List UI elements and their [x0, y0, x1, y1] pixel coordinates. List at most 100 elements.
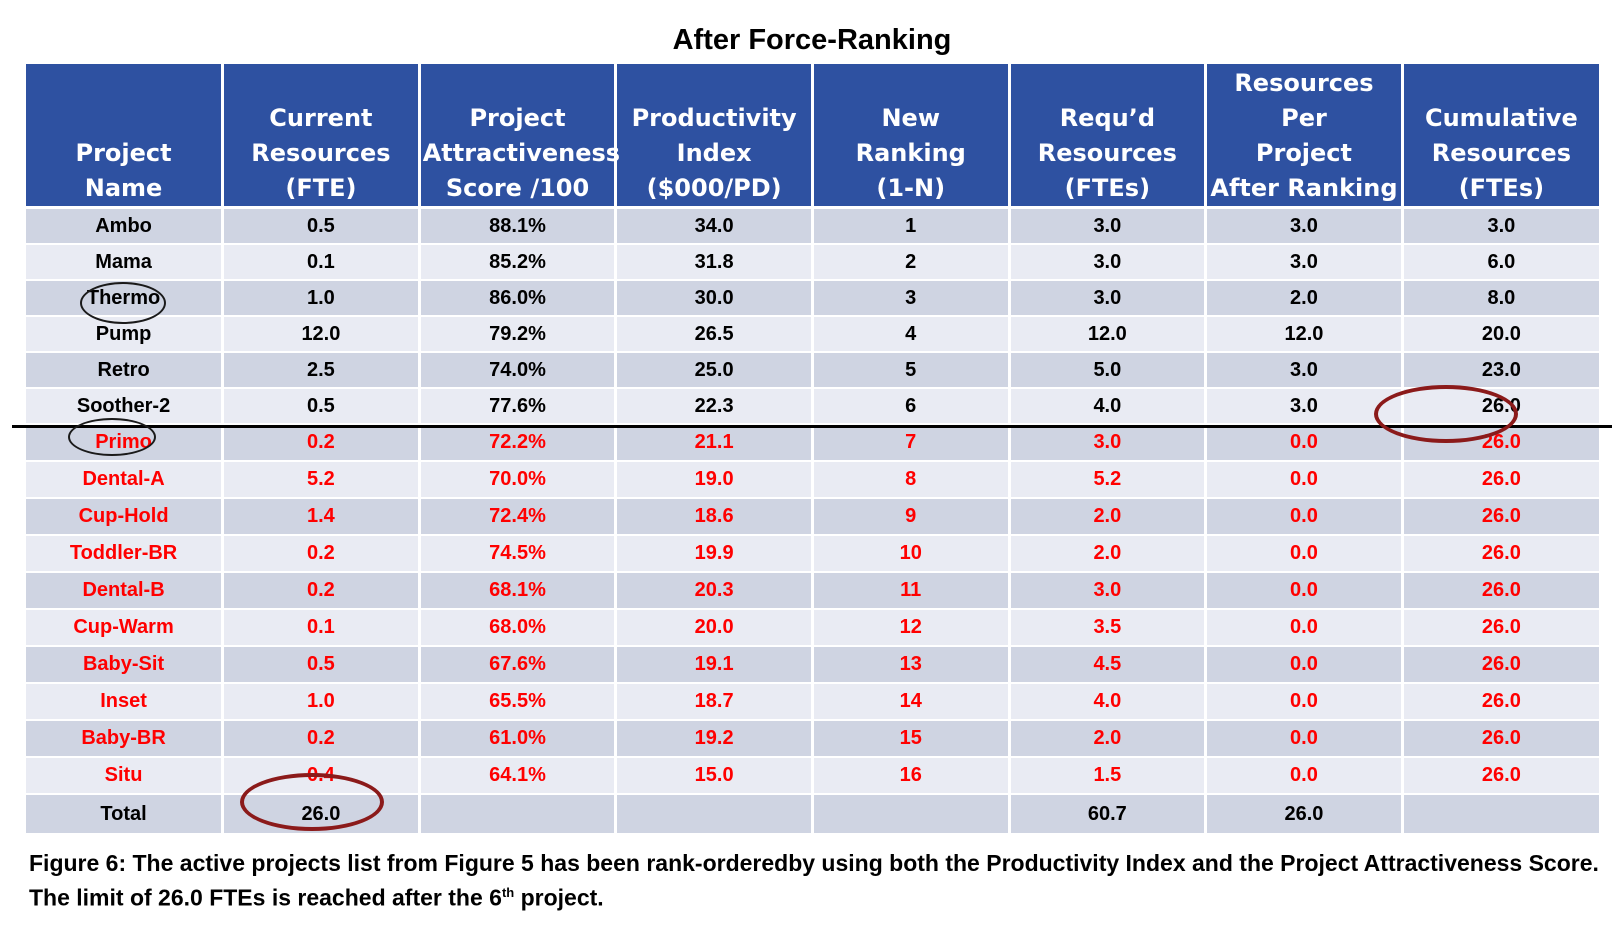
header-attractiveness: Project Attractiveness Score /100 — [417, 64, 620, 209]
cell-per-project: 0.0 — [1204, 423, 1403, 461]
cell-cumulative: 23.0 — [1400, 351, 1599, 388]
cell-cumulative: 26.0 — [1400, 497, 1599, 535]
cell-cumulative: 26.0 — [1400, 460, 1599, 498]
cell-attractiveness: 61.0% — [417, 719, 616, 757]
cell-current: 0.5 — [221, 206, 420, 244]
cell-attractiveness: 70.0% — [417, 460, 616, 498]
cell-required: 2.0 — [1007, 534, 1206, 572]
cell-required: 3.0 — [1007, 243, 1206, 280]
cell-required: 2.0 — [1007, 719, 1206, 757]
cell-project: Toddler-BR — [26, 534, 223, 572]
cell-cumulative: 26.0 — [1400, 534, 1599, 572]
cell-required: 3.0 — [1007, 423, 1206, 461]
cell-cumulative: 26.0 — [1400, 608, 1599, 646]
cell-per-project: 0.0 — [1204, 756, 1403, 794]
cell-project: Dental-B — [26, 571, 223, 609]
cell-cumulative — [1400, 793, 1599, 833]
table-row: Dental-B 0.2 68.1% 20.3 11 3.0 0.0 26.0 — [26, 571, 1599, 609]
primo-circle — [68, 418, 156, 456]
cell-ranking: 2 — [810, 243, 1010, 280]
table-row: Toddler-BR 0.2 74.5% 19.9 10 2.0 0.0 26.0 — [26, 534, 1599, 572]
cell-current: 1.0 — [221, 279, 420, 316]
header-resources-per-project: Resources Per Project After Ranking — [1204, 64, 1403, 209]
cell-ranking: 6 — [810, 387, 1010, 424]
table-row: Cup-Hold 1.4 72.4% 18.6 9 2.0 0.0 26.0 — [26, 497, 1599, 535]
cell-required: 3.0 — [1007, 279, 1206, 316]
cell-project: Cup-Warm — [26, 608, 223, 646]
cell-productivity: 19.0 — [614, 460, 813, 498]
cell-required: 2.0 — [1007, 497, 1206, 535]
cell-required: 5.0 — [1007, 351, 1206, 388]
table-row: Retro 2.5 74.0% 25.0 5 5.0 3.0 23.0 — [26, 351, 1599, 388]
cell-per-project: 0.0 — [1204, 460, 1403, 498]
cell-current: 0.2 — [221, 423, 420, 461]
cell-project: Situ — [26, 756, 223, 794]
cell-cumulative: 26.0 — [1400, 571, 1599, 609]
cell-per-project: 2.0 — [1204, 279, 1403, 316]
cell-attractiveness: 88.1% — [417, 206, 616, 244]
table-row: Situ 0.4 64.1% 15.0 16 1.5 0.0 26.0 — [26, 756, 1599, 794]
cell-ranking: 4 — [810, 315, 1010, 352]
cell-ranking — [810, 793, 1010, 833]
cell-attractiveness: 68.1% — [417, 571, 616, 609]
cell-productivity — [614, 793, 813, 833]
cell-productivity: 25.0 — [614, 351, 813, 388]
cell-per-project: 3.0 — [1204, 243, 1403, 280]
cell-per-project: 12.0 — [1204, 315, 1403, 352]
cell-current: 1.4 — [221, 497, 420, 535]
cell-productivity: 19.1 — [614, 645, 813, 683]
cell-current: 0.1 — [221, 608, 420, 646]
cell-current: 0.1 — [221, 243, 420, 280]
cell-current: 1.0 — [221, 682, 420, 720]
cell-ranking: 16 — [810, 756, 1010, 794]
cell-productivity: 20.0 — [614, 608, 813, 646]
cell-required: 4.0 — [1007, 682, 1206, 720]
cell-cumulative: 20.0 — [1400, 315, 1599, 352]
cell-project: Baby-BR — [26, 719, 223, 757]
cell-productivity: 26.5 — [614, 315, 813, 352]
cell-required: 3.0 — [1007, 206, 1206, 244]
cell-required: 4.0 — [1007, 387, 1206, 424]
cell-productivity: 15.0 — [614, 756, 813, 794]
header-row: Project Name Current Resources (FTE) Projec… — [26, 64, 1599, 209]
cell-productivity: 19.9 — [614, 534, 813, 572]
table-row: Mama 0.1 85.2% 31.8 2 3.0 3.0 6.0 — [26, 243, 1599, 280]
cell-project: Dental-A — [26, 460, 223, 498]
header-cumulative: Cumulative Resources (FTEs) — [1400, 64, 1599, 209]
cutoff-line — [12, 425, 1612, 428]
cell-productivity: 19.2 — [614, 719, 813, 757]
cell-current: 2.5 — [221, 351, 420, 388]
table-row: Cup-Warm 0.1 68.0% 20.0 12 3.5 0.0 26.0 — [26, 608, 1599, 646]
cell-attractiveness: 79.2% — [417, 315, 616, 352]
cell-project: Retro — [26, 351, 223, 388]
cell-productivity: 21.1 — [614, 423, 813, 461]
header-required-resources: Requ’d Resources (FTEs) — [1007, 64, 1206, 209]
cell-per-project: 0.0 — [1204, 571, 1403, 609]
table-row: Baby-BR 0.2 61.0% 19.2 15 2.0 0.0 26.0 — [26, 719, 1599, 757]
cell-current: 12.0 — [221, 315, 420, 352]
cell-ranking: 14 — [810, 682, 1010, 720]
cell-cumulative: 26.0 — [1400, 756, 1599, 794]
cell-current: 5.2 — [221, 460, 420, 498]
cell-attractiveness: 77.6% — [417, 387, 616, 424]
table-body: Ambo 0.5 88.1% 34.0 1 3.0 3.0 3.0 Mama 0.1 85.2% 31… — [26, 206, 1599, 833]
cell-current: 0.2 — [221, 571, 420, 609]
figure-caption: Figure 6: The active projects list from … — [29, 850, 1599, 911]
cell-required: 60.7 — [1007, 793, 1206, 833]
cell-project: Cup-Hold — [26, 497, 223, 535]
cell-per-project: 0.0 — [1204, 608, 1403, 646]
cell-current: 0.2 — [221, 719, 420, 757]
header-current-resources: Current Resources (FTE) — [221, 64, 420, 209]
cell-per-project: 3.0 — [1204, 387, 1403, 424]
cell-ranking: 15 — [810, 719, 1010, 757]
cell-ranking: 13 — [810, 645, 1010, 683]
cell-required: 1.5 — [1007, 756, 1206, 794]
cell-productivity: 34.0 — [614, 206, 813, 244]
cell-per-project: 26.0 — [1204, 793, 1403, 833]
cell-per-project: 3.0 — [1204, 351, 1403, 388]
cell-per-project: 0.0 — [1204, 497, 1403, 535]
cell-per-project: 0.0 — [1204, 719, 1403, 757]
cell-productivity: 18.7 — [614, 682, 813, 720]
cell-current: 0.5 — [221, 645, 420, 683]
cell-cumulative: 26.0 — [1400, 682, 1599, 720]
